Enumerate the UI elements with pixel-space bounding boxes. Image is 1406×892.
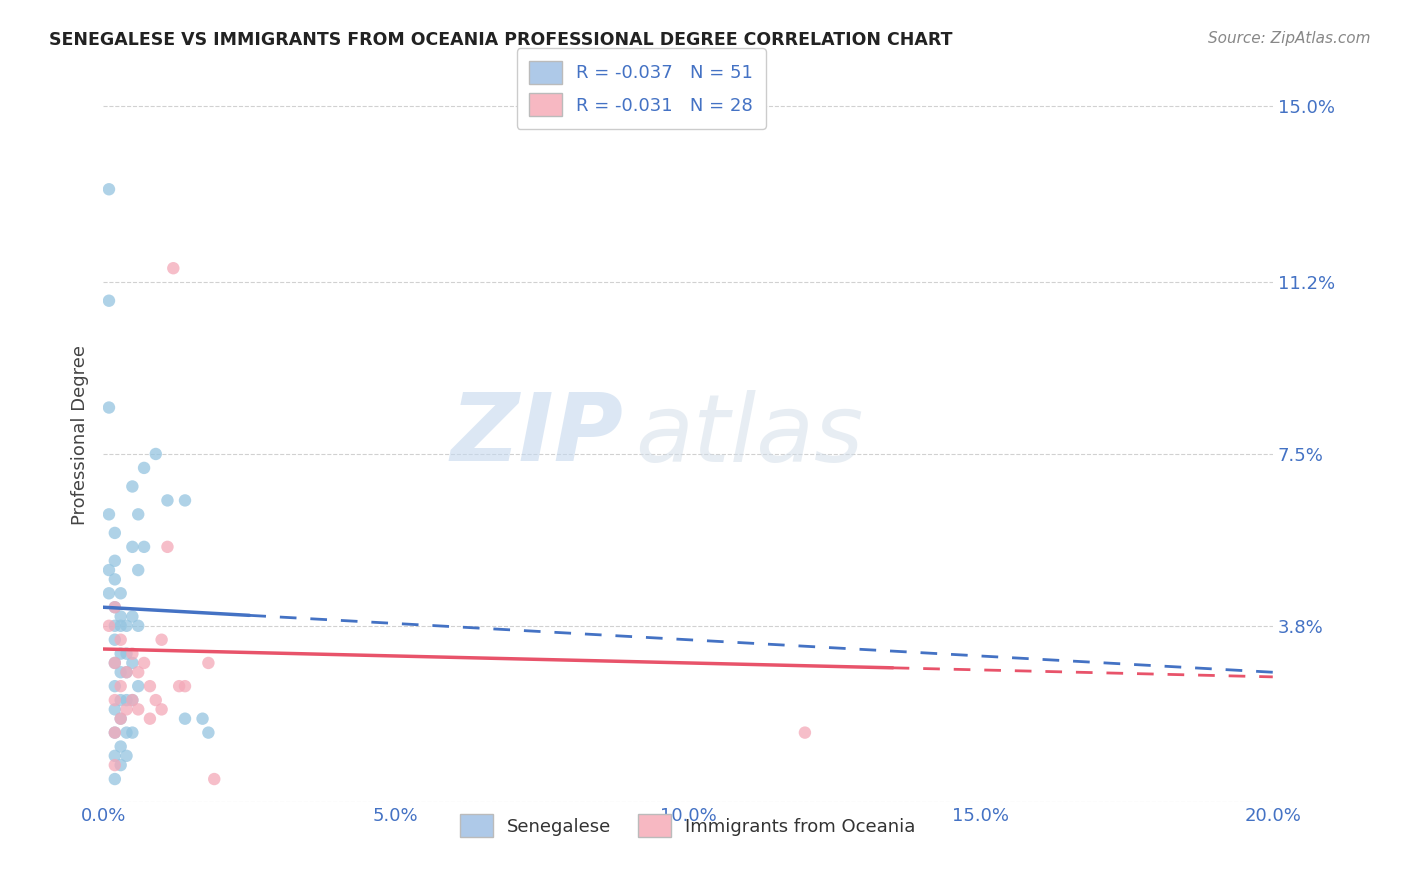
Point xyxy=(167,679,190,693)
Point xyxy=(127,508,149,522)
Point xyxy=(121,647,143,661)
Point xyxy=(115,748,138,763)
Text: SENEGALESE VS IMMIGRANTS FROM OCEANIA PROFESSIONAL DEGREE CORRELATION CHART: SENEGALESE VS IMMIGRANTS FROM OCEANIA PR… xyxy=(49,31,953,49)
Point xyxy=(174,679,197,693)
Point xyxy=(197,656,219,670)
Text: ZIP: ZIP xyxy=(451,390,624,482)
Y-axis label: Professional Degree: Professional Degree xyxy=(72,345,89,525)
Point xyxy=(115,647,138,661)
Point xyxy=(115,702,138,716)
Point xyxy=(121,693,143,707)
Point xyxy=(174,493,197,508)
Point xyxy=(162,261,184,276)
Point xyxy=(98,508,121,522)
Point xyxy=(174,712,197,726)
Point xyxy=(98,401,121,415)
Point xyxy=(145,447,167,461)
Point xyxy=(115,665,138,680)
Point xyxy=(98,182,121,196)
Point xyxy=(104,573,127,587)
Point xyxy=(110,586,132,600)
Point xyxy=(150,632,173,647)
Point xyxy=(121,693,143,707)
Point xyxy=(104,632,127,647)
Point xyxy=(104,725,127,739)
Point xyxy=(104,748,127,763)
Point xyxy=(121,479,143,493)
Point xyxy=(156,493,179,508)
Point xyxy=(115,665,138,680)
Point xyxy=(110,712,132,726)
Point xyxy=(104,525,127,540)
Point xyxy=(197,725,219,739)
Point xyxy=(110,758,132,772)
Point xyxy=(121,656,143,670)
Point xyxy=(132,656,155,670)
Point xyxy=(104,656,127,670)
Point xyxy=(104,702,127,716)
Point xyxy=(150,702,173,716)
Point xyxy=(110,609,132,624)
Point xyxy=(98,563,121,577)
Point xyxy=(127,665,149,680)
Point xyxy=(145,693,167,707)
Point xyxy=(139,679,162,693)
Point xyxy=(110,647,132,661)
Point xyxy=(110,739,132,754)
Point xyxy=(110,665,132,680)
Point xyxy=(127,702,149,716)
Point xyxy=(191,712,214,726)
Point xyxy=(121,540,143,554)
Point xyxy=(115,693,138,707)
Point xyxy=(104,554,127,568)
Point xyxy=(121,609,143,624)
Text: Source: ZipAtlas.com: Source: ZipAtlas.com xyxy=(1208,31,1371,46)
Legend: Senegalese, Immigrants from Oceania: Senegalese, Immigrants from Oceania xyxy=(453,807,922,845)
Point xyxy=(104,725,127,739)
Point xyxy=(110,632,132,647)
Point xyxy=(127,619,149,633)
Point xyxy=(115,725,138,739)
Point xyxy=(110,679,132,693)
Point xyxy=(104,772,127,786)
Point xyxy=(132,540,155,554)
Point xyxy=(104,656,127,670)
Point xyxy=(104,693,127,707)
Point xyxy=(104,600,127,615)
Point xyxy=(121,725,143,739)
Point xyxy=(110,712,132,726)
Point xyxy=(104,600,127,615)
Point xyxy=(110,619,132,633)
Point xyxy=(156,540,179,554)
Point xyxy=(793,725,815,739)
Point xyxy=(132,461,155,475)
Point xyxy=(98,586,121,600)
Point xyxy=(127,679,149,693)
Point xyxy=(127,563,149,577)
Point xyxy=(104,679,127,693)
Point xyxy=(110,693,132,707)
Point xyxy=(104,758,127,772)
Point xyxy=(115,619,138,633)
Point xyxy=(202,772,225,786)
Point xyxy=(139,712,162,726)
Point xyxy=(104,619,127,633)
Text: atlas: atlas xyxy=(636,390,863,481)
Point xyxy=(98,619,121,633)
Point xyxy=(98,293,121,308)
